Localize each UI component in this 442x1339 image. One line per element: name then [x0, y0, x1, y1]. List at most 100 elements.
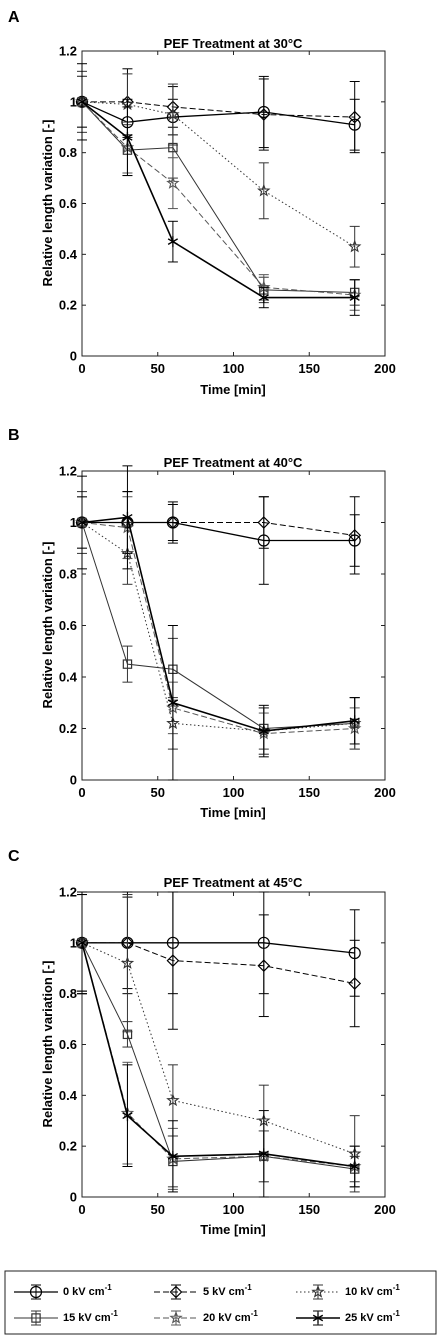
- y-tick-label: 0.2: [59, 298, 77, 313]
- data-point: [166, 176, 180, 189]
- y-tick-label: 0.4: [59, 1088, 78, 1103]
- data-point: [167, 236, 178, 248]
- x-tick-label: 0: [78, 785, 85, 800]
- y-tick-label: 0.4: [59, 247, 78, 262]
- error-bar: [349, 496, 360, 575]
- x-tick-label: 100: [223, 785, 245, 800]
- y-tick-label: 1.2: [59, 464, 77, 479]
- data-marks-b: [75, 465, 362, 781]
- legend-label: 25 kV cm-1: [345, 1309, 400, 1324]
- data-marks-a: [75, 63, 362, 316]
- data-point: [122, 659, 133, 669]
- legend-marker: [169, 1310, 183, 1324]
- x-tick-label: 50: [151, 785, 165, 800]
- legend-label: 5 kV cm-1: [203, 1283, 252, 1298]
- legend: 0 kV cm-1 5 kV cm-1 10 kV cm-1 15 kV cm-…: [4, 1270, 437, 1335]
- data-point: [257, 108, 271, 121]
- panel-label-c: C: [8, 848, 20, 865]
- data-point: [167, 697, 178, 709]
- data-point: [257, 183, 271, 197]
- data-point: [348, 529, 362, 542]
- data-point: [76, 96, 88, 108]
- legend-swatch: [154, 1284, 198, 1300]
- error-bar: [122, 645, 133, 683]
- series-line: [81, 942, 355, 1170]
- x-axis-label-a: Time [min]: [200, 382, 266, 397]
- legend-swatch: [296, 1284, 340, 1300]
- series-line: [81, 101, 355, 299]
- x-tick-label: 50: [151, 361, 165, 376]
- y-tick-label: 0.4: [59, 670, 78, 685]
- data-point: [76, 517, 88, 528]
- panel-label-a: A: [8, 9, 20, 26]
- legend-marker: [312, 1312, 324, 1324]
- y-tick-label: 0: [70, 349, 77, 364]
- series-line: [81, 101, 355, 126]
- series-line: [81, 942, 355, 1155]
- x-tick-label: 200: [374, 361, 396, 376]
- panel-c: C PEF Treatment at 45°C Time [min] Relat…: [8, 848, 396, 1237]
- x-tick-label: 200: [374, 1202, 396, 1217]
- legend-entry-15kv: 15 kV cm-1: [14, 1309, 118, 1326]
- data-point: [122, 131, 133, 143]
- series-line: [81, 101, 355, 293]
- series-line: [81, 522, 355, 732]
- x-tick-label: 150: [298, 361, 320, 376]
- x-tick-label: 100: [223, 361, 245, 376]
- chart-title-a: PEF Treatment at 30°C: [164, 36, 303, 51]
- series-line: [81, 522, 355, 735]
- x-tick-label: 150: [298, 785, 320, 800]
- data-point: [349, 1161, 360, 1172]
- y-tick-label: 1: [70, 515, 77, 530]
- y-axis-label-c: Relative length variation [-]: [40, 961, 55, 1128]
- y-tick-label: 0.8: [59, 986, 77, 1001]
- data-marks-c: [75, 891, 362, 1198]
- legend-entry-20kv: 20 kV cm-1: [154, 1309, 258, 1326]
- panel-a: A PEF Treatment at 30°C Time [min] Relat…: [8, 9, 396, 397]
- data-point: [166, 954, 180, 967]
- data-point: [348, 110, 362, 124]
- y-tick-label: 0.8: [59, 567, 77, 582]
- legend-marker: [311, 1284, 325, 1298]
- y-tick-label: 0.2: [59, 721, 77, 736]
- data-point: [349, 292, 360, 304]
- chart-title-b: PEF Treatment at 40°C: [164, 455, 303, 470]
- error-bar: [349, 81, 360, 154]
- error-bar: [258, 162, 269, 220]
- legend-swatch: [296, 1310, 340, 1326]
- data-point: [167, 1150, 178, 1162]
- x-tick-label: 0: [78, 1202, 85, 1217]
- data-point: [348, 977, 362, 990]
- series-line: [81, 101, 355, 296]
- data-point: [120, 956, 135, 969]
- legend-box: [4, 1270, 437, 1335]
- data-point: [258, 725, 269, 737]
- data-point: [122, 1110, 133, 1122]
- y-tick-label: 0.8: [59, 145, 77, 160]
- y-tick-label: 1: [70, 94, 77, 109]
- error-bar: [349, 939, 360, 1028]
- series-line: [81, 942, 355, 1167]
- panel-b: B PEF Treatment at 40°C Time [min] Relat…: [8, 427, 396, 820]
- legend-entry-10kv: 10 kV cm-1: [296, 1283, 400, 1300]
- error-bar: [167, 891, 178, 1030]
- y-tick-label: 1.2: [59, 44, 77, 59]
- y-tick-label: 1: [70, 935, 77, 950]
- legend-entry-0kv: 0 kV cm-1: [14, 1283, 112, 1300]
- axis-ticks-a: 0 50 100 150 200 0 0.2 0.4 0.6 0.8 1 1.2: [59, 44, 396, 377]
- series-line: [81, 101, 355, 248]
- error-bar: [258, 496, 269, 549]
- data-point: [122, 511, 133, 523]
- legend-swatch: [154, 1310, 198, 1326]
- legend-entry-5kv: 5 kV cm-1: [154, 1283, 252, 1300]
- data-point: [166, 1093, 180, 1107]
- y-tick-label: 0.2: [59, 1139, 77, 1154]
- x-tick-label: 0: [78, 361, 85, 376]
- y-axis-label-a: Relative length variation [-]: [40, 120, 55, 287]
- legend-label: 20 kV cm-1: [203, 1309, 258, 1324]
- error-bar: [349, 225, 360, 268]
- legend-label: 15 kV cm-1: [63, 1309, 118, 1324]
- legend-label: 0 kV cm-1: [63, 1283, 112, 1298]
- data-point: [166, 516, 180, 529]
